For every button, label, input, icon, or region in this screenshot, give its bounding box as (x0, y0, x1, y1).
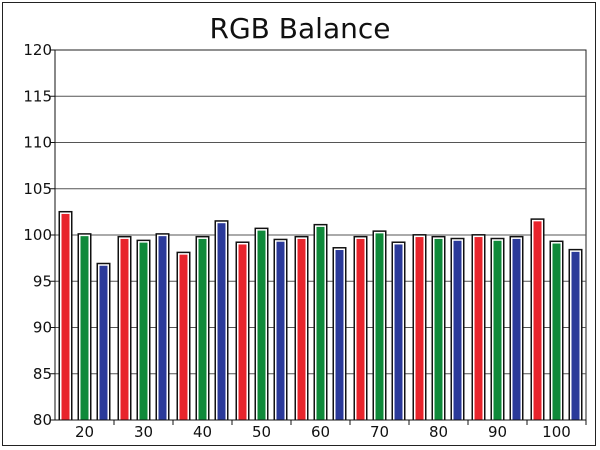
bar-fill (453, 240, 462, 420)
bar-fill (99, 265, 108, 420)
bar-blue-100 (568, 248, 583, 420)
bar-green-50 (254, 227, 269, 420)
bar-fill (61, 213, 70, 420)
bar-blue-90 (509, 235, 524, 420)
bar-red-40 (176, 251, 191, 420)
bar-fill (158, 236, 167, 420)
x-tick-label: 20 (75, 423, 94, 441)
x-tick-label: 90 (488, 423, 507, 441)
axes (50, 49, 587, 425)
bar-fill (120, 238, 129, 420)
x-tick-label: 100 (542, 423, 571, 441)
x-tick-label: 50 (252, 423, 271, 441)
y-tick-label: 105 (23, 180, 52, 198)
bar-red-100 (530, 218, 545, 420)
bar-blue-60 (332, 247, 347, 420)
bar-fill (139, 242, 148, 420)
y-tick-label: 90 (33, 319, 52, 337)
bar-fill (238, 244, 247, 420)
bar-fill (316, 226, 325, 420)
bar-red-20 (58, 210, 73, 420)
x-tick-labels: 20 30 40 50 60 70 80 90 100 (75, 423, 571, 441)
bar-fill (198, 238, 207, 420)
bar-fill (356, 238, 365, 420)
bar-red-30 (117, 235, 132, 420)
bar-red-80 (412, 234, 427, 420)
bar-fill (474, 237, 483, 420)
bar-red-50 (235, 241, 250, 420)
bar-fill (297, 238, 306, 420)
y-tick-label: 85 (33, 365, 52, 383)
y-tick-label: 80 (33, 411, 52, 429)
y-tick-label: 115 (23, 87, 52, 105)
bar-red-60 (294, 235, 309, 420)
bar-fill (179, 254, 188, 420)
x-tick-label: 40 (193, 423, 212, 441)
bar-fill (493, 240, 502, 420)
x-tick-label: 80 (429, 423, 448, 441)
bar-fill (533, 221, 542, 420)
bar-fill (552, 243, 561, 420)
bar-fill (217, 223, 226, 420)
bars (58, 210, 583, 420)
y-tick-label: 120 (23, 41, 52, 59)
bar-green-90 (490, 237, 505, 420)
bar-fill (375, 233, 384, 420)
bar-blue-20 (96, 262, 111, 420)
bar-fill (571, 251, 580, 420)
bar-blue-50 (273, 238, 288, 420)
bar-fill (415, 237, 424, 420)
y-tick-label: 95 (33, 272, 52, 290)
bar-red-90 (471, 234, 486, 420)
bar-green-20 (77, 233, 92, 420)
y-tick-label: 100 (23, 226, 52, 244)
y-tick-labels: 120 115 110 105 100 95 90 85 80 (23, 41, 52, 429)
bar-green-70 (372, 230, 387, 420)
x-tick-label: 60 (311, 423, 330, 441)
bar-fill (80, 236, 89, 420)
bar-blue-70 (391, 241, 406, 420)
bar-blue-80 (450, 237, 465, 420)
chart-title: RGB Balance (209, 12, 391, 45)
bar-blue-30 (155, 233, 170, 420)
bar-green-30 (136, 239, 151, 420)
bar-fill (335, 250, 344, 420)
bar-blue-40 (214, 220, 229, 420)
y-tick-label: 110 (23, 134, 52, 152)
bar-green-60 (313, 223, 328, 420)
bar-fill (276, 241, 285, 420)
bar-green-40 (195, 235, 210, 420)
bar-green-80 (431, 235, 446, 420)
x-tick-label: 70 (370, 423, 389, 441)
bar-green-100 (549, 240, 564, 420)
bar-fill (257, 230, 266, 420)
bar-fill (512, 238, 521, 420)
bar-red-70 (353, 235, 368, 420)
bar-fill (394, 244, 403, 420)
x-tick-label: 30 (134, 423, 153, 441)
bar-fill (434, 238, 443, 420)
